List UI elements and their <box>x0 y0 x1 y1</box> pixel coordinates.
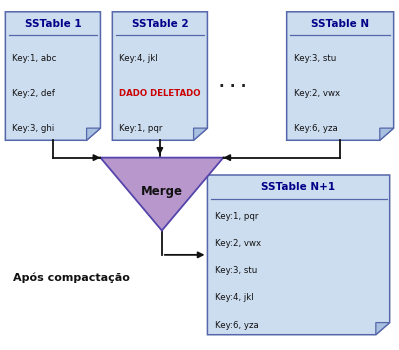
Text: Key:3, stu: Key:3, stu <box>215 266 257 275</box>
Polygon shape <box>101 158 223 231</box>
Polygon shape <box>380 128 394 140</box>
Text: Merge: Merge <box>141 185 183 198</box>
Text: Key:6, yza: Key:6, yza <box>215 321 258 330</box>
Text: Key:4, jkl: Key:4, jkl <box>119 54 158 63</box>
Polygon shape <box>207 175 390 335</box>
Text: Key:1, abc: Key:1, abc <box>12 54 57 63</box>
Text: . . .: . . . <box>219 76 247 91</box>
Text: Key:3, ghi: Key:3, ghi <box>12 124 55 133</box>
Text: Key:2, vwx: Key:2, vwx <box>294 89 340 98</box>
Text: SSTable N: SSTable N <box>311 19 369 29</box>
Text: Key:2, vwx: Key:2, vwx <box>215 239 261 248</box>
Polygon shape <box>194 128 207 140</box>
Text: Key:3, stu: Key:3, stu <box>294 54 336 63</box>
Polygon shape <box>286 12 394 140</box>
Polygon shape <box>113 12 207 140</box>
Text: Key:4, jkl: Key:4, jkl <box>215 293 253 302</box>
Text: SSTable N+1: SSTable N+1 <box>261 182 336 192</box>
Text: Key:1, pqr: Key:1, pqr <box>119 124 163 133</box>
Text: SSTable 1: SSTable 1 <box>25 19 81 29</box>
Text: Key:1, pqr: Key:1, pqr <box>215 212 258 221</box>
Polygon shape <box>87 128 101 140</box>
Text: Após compactação: Após compactação <box>13 272 130 283</box>
Text: Key:2, def: Key:2, def <box>12 89 55 98</box>
Text: DADO DELETADO: DADO DELETADO <box>119 89 201 98</box>
Text: SSTable 2: SSTable 2 <box>132 19 188 29</box>
Polygon shape <box>5 12 101 140</box>
Polygon shape <box>376 323 390 335</box>
Text: Key:6, yza: Key:6, yza <box>294 124 338 133</box>
